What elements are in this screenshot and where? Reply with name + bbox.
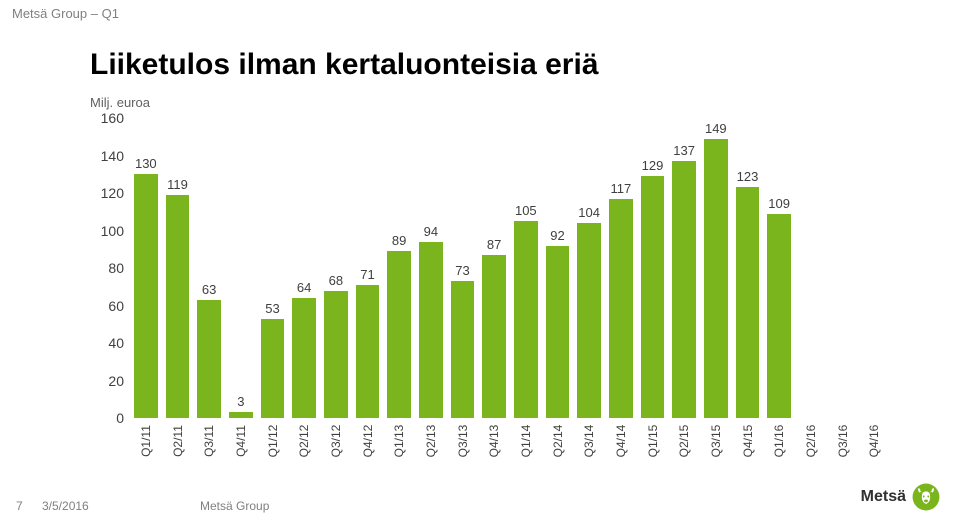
x-tick-label: Q4/11 <box>234 423 248 459</box>
y-axis: 020406080100120140160 <box>90 118 130 418</box>
x-tick-label: Q4/15 <box>741 423 755 459</box>
bar-value-label: 104 <box>577 205 601 220</box>
bar-chart: 020406080100120140160 130119633536468718… <box>90 118 890 448</box>
bar-value-label: 71 <box>356 267 380 282</box>
slide-page: Metsä Group – Q1 Liiketulos ilman kertal… <box>0 0 960 525</box>
slide-header: Metsä Group – Q1 <box>12 6 119 21</box>
bar-value-label: 123 <box>736 169 760 184</box>
bar: 53 <box>261 319 285 418</box>
bar-value-label: 53 <box>261 301 285 316</box>
x-tick-label: Q2/16 <box>804 423 818 459</box>
bar-value-label: 73 <box>451 263 475 278</box>
x-tick-label: Q1/11 <box>139 423 153 459</box>
footer-company: Metsä Group <box>200 499 269 513</box>
bar: 94 <box>419 242 443 418</box>
footer-date: 3/5/2016 <box>42 499 89 513</box>
bar-value-label: 137 <box>672 143 696 158</box>
bar-value-label: 68 <box>324 273 348 288</box>
y-tick-label: 120 <box>101 185 124 201</box>
bar: 123 <box>736 187 760 418</box>
bar: 71 <box>356 285 380 418</box>
x-tick-label: Q3/14 <box>582 423 596 459</box>
bar-value-label: 64 <box>292 280 316 295</box>
bar: 149 <box>704 139 728 418</box>
x-tick-label: Q1/15 <box>646 423 660 459</box>
x-tick-label: Q3/15 <box>709 423 723 459</box>
x-tick-label: Q4/12 <box>361 423 375 459</box>
x-axis: Q1/11Q2/11Q3/11Q4/11Q1/12Q2/12Q3/12Q4/12… <box>130 420 890 448</box>
bar: 64 <box>292 298 316 418</box>
bar-value-label: 119 <box>166 177 190 192</box>
bar-value-label: 105 <box>514 203 538 218</box>
bar: 104 <box>577 223 601 418</box>
bar: 105 <box>514 221 538 418</box>
y-axis-unit-label: Milj. euroa <box>90 95 150 110</box>
x-tick-label: Q3/13 <box>456 423 470 459</box>
x-tick-label: Q2/12 <box>297 423 311 459</box>
company-logo: Metsä <box>861 483 940 511</box>
bar: 109 <box>767 214 791 418</box>
bar-value-label: 130 <box>134 156 158 171</box>
bar: 63 <box>197 300 221 418</box>
bar: 73 <box>451 281 475 418</box>
y-tick-label: 60 <box>108 298 124 314</box>
bar-value-label: 149 <box>704 121 728 136</box>
bar-value-label: 92 <box>546 228 570 243</box>
chart-title: Liiketulos ilman kertaluonteisia eriä <box>90 48 599 82</box>
bar-value-label: 3 <box>229 394 253 409</box>
logo-text: Metsä <box>861 488 906 506</box>
bar: 137 <box>672 161 696 418</box>
x-tick-label: Q2/13 <box>424 423 438 459</box>
plot-area: 1301196335364687189947387105921041171291… <box>130 118 890 418</box>
y-tick-label: 0 <box>116 410 124 426</box>
x-tick-label: Q1/16 <box>772 423 786 459</box>
y-tick-label: 20 <box>108 373 124 389</box>
bar: 68 <box>324 291 348 419</box>
x-tick-label: Q4/14 <box>614 423 628 459</box>
bar: 130 <box>134 174 158 418</box>
x-tick-label: Q2/11 <box>171 423 185 459</box>
x-tick-label: Q3/11 <box>202 423 216 459</box>
bar: 87 <box>482 255 506 418</box>
bar: 119 <box>166 195 190 418</box>
x-tick-label: Q2/14 <box>551 423 565 459</box>
x-tick-label: Q2/15 <box>677 423 691 459</box>
bar-value-label: 109 <box>767 196 791 211</box>
x-tick-label: Q3/12 <box>329 423 343 459</box>
x-tick-label: Q4/13 <box>487 423 501 459</box>
y-tick-label: 40 <box>108 335 124 351</box>
x-tick-label: Q1/14 <box>519 423 533 459</box>
bar-value-label: 89 <box>387 233 411 248</box>
x-tick-label: Q3/16 <box>836 423 850 459</box>
bar: 89 <box>387 251 411 418</box>
bar-value-label: 129 <box>641 158 665 173</box>
moose-icon <box>912 483 940 511</box>
bar-value-label: 63 <box>197 282 221 297</box>
slide-number: 7 <box>16 499 23 513</box>
bar: 3 <box>229 412 253 418</box>
x-tick-label: Q1/12 <box>266 423 280 459</box>
bar-value-label: 87 <box>482 237 506 252</box>
x-tick-label: Q1/13 <box>392 423 406 459</box>
bar: 129 <box>641 176 665 418</box>
bar-value-label: 94 <box>419 224 443 239</box>
y-tick-label: 160 <box>101 110 124 126</box>
bar-value-label: 117 <box>609 181 633 196</box>
y-tick-label: 80 <box>108 260 124 276</box>
y-tick-label: 100 <box>101 223 124 239</box>
bar: 92 <box>546 246 570 419</box>
y-tick-label: 140 <box>101 148 124 164</box>
slide-footer: 7 3/5/2016 Metsä Group Metsä <box>0 491 960 517</box>
bar: 117 <box>609 199 633 418</box>
x-tick-label: Q4/16 <box>867 423 881 459</box>
